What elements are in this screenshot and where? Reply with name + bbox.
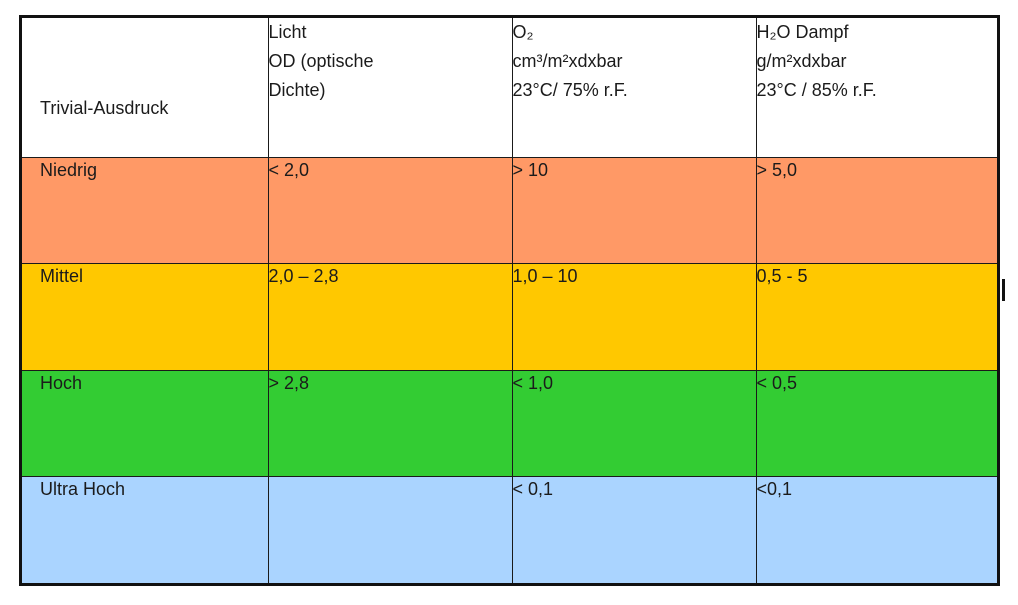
header-o2: O₂ cm³/m²xdxbar 23°C/ 75% r.F. [511, 18, 757, 158]
cell-o2: < 0,1 [511, 476, 757, 583]
table-row-mittel: Mittel 2,0 – 2,8 1,0 – 10 0,5 - 5 [22, 263, 997, 371]
cell-o2: > 10 [511, 156, 757, 265]
cell-h2o: 0,5 - 5 [755, 263, 997, 371]
table-row-hoch: Hoch > 2,8 < 1,0 < 0,5 [22, 369, 997, 478]
barrier-classification-table: Trivial-Ausdruck Licht OD (optische Dich… [22, 18, 997, 583]
cell-label: Hoch [22, 369, 269, 478]
cell-label: Ultra Hoch [22, 476, 269, 583]
cell-licht: < 2,0 [267, 156, 513, 265]
cell-licht [267, 476, 513, 583]
header-col4-line-2: g/m²xdxbar [756, 51, 847, 71]
header-col3-line-1: O₂ [512, 22, 534, 42]
header-licht: Licht OD (optische Dichte) [267, 18, 513, 158]
cell-licht: > 2,8 [267, 369, 513, 478]
data-table-frame: Trivial-Ausdruck Licht OD (optische Dich… [19, 15, 1000, 586]
header-trivial-ausdruck: Trivial-Ausdruck [22, 18, 269, 158]
table-row-ultra-hoch: Ultra Hoch < 0,1 <0,1 [22, 476, 997, 583]
cell-label: Niedrig [22, 156, 269, 265]
cell-h2o: <0,1 [755, 476, 997, 583]
header-h2o-dampf: H₂O Dampf g/m²xdxbar 23°C / 85% r.F. [755, 18, 997, 158]
table-row-niedrig: Niedrig < 2,0 > 10 > 5,0 [22, 156, 997, 265]
header-col4-line-1: H₂O Dampf [756, 22, 849, 42]
cell-h2o: < 0,5 [755, 369, 997, 478]
table-header-row: Trivial-Ausdruck Licht OD (optische Dich… [22, 18, 997, 158]
header-col4-line-3: 23°C / 85% r.F. [756, 80, 877, 100]
header-col2-line-1: Licht [268, 22, 307, 42]
cell-o2: 1,0 – 10 [511, 263, 757, 371]
cell-o2: < 1,0 [511, 369, 757, 478]
cell-licht: 2,0 – 2,8 [267, 263, 513, 371]
header-col3-line-3: 23°C/ 75% r.F. [512, 80, 628, 100]
cell-label: Mittel [22, 263, 269, 371]
header-col2-line-3: Dichte) [268, 80, 326, 100]
text-cursor-icon [1002, 279, 1005, 301]
header-col2-line-2: OD (optische [268, 51, 374, 71]
cell-h2o: > 5,0 [755, 156, 997, 265]
header-col3-line-2: cm³/m²xdxbar [512, 51, 623, 71]
header-col1-line-1: Trivial-Ausdruck [40, 97, 169, 118]
